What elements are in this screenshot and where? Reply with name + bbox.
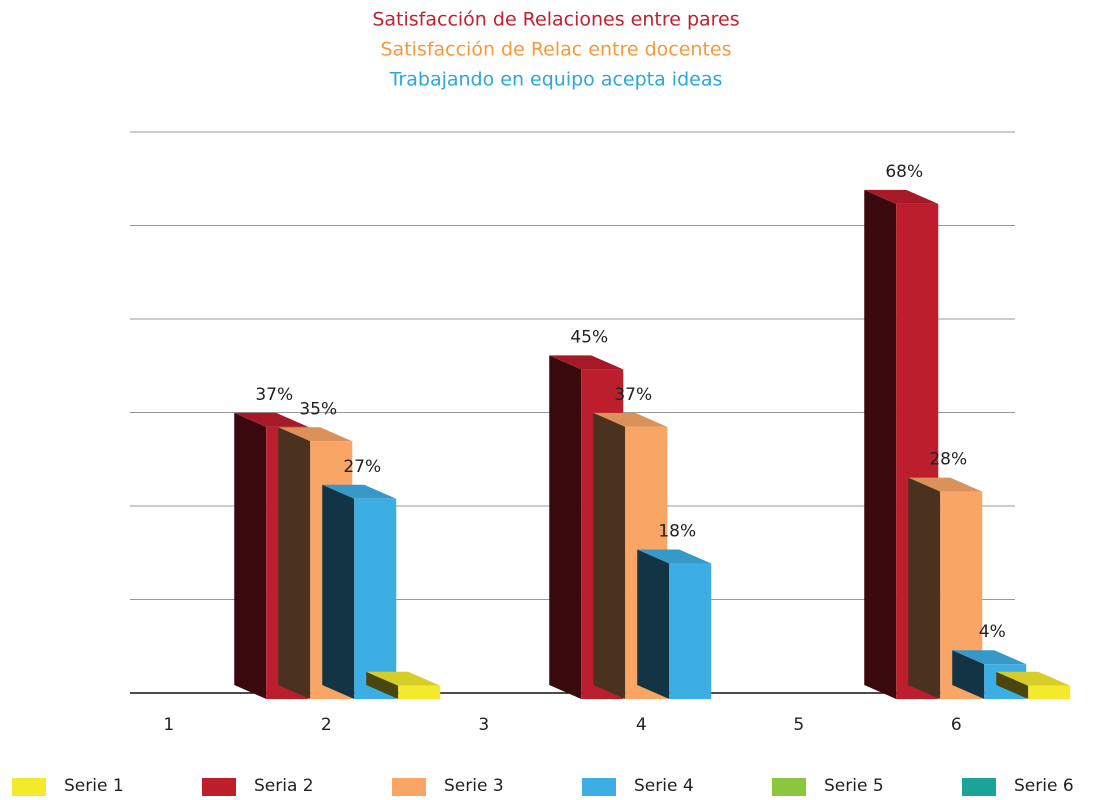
bar-top <box>864 189 939 204</box>
bar-side <box>952 650 985 699</box>
bar-side <box>549 355 582 699</box>
bar-top <box>593 412 668 427</box>
bar-top <box>549 355 624 370</box>
bar-top <box>637 549 712 564</box>
bar-side <box>637 549 670 699</box>
bar-side <box>908 477 941 699</box>
legend-label: Serie 5 <box>824 776 884 796</box>
x-tick-label: 5 <box>793 715 804 735</box>
legend-swatch <box>772 778 806 796</box>
data-label: 45% <box>570 327 608 347</box>
bar-side <box>278 427 311 699</box>
bar <box>398 685 441 699</box>
data-label: 4% <box>979 622 1006 642</box>
x-tick-label: 1 <box>163 715 174 735</box>
bar-top <box>278 427 353 442</box>
bar-top <box>996 671 1071 686</box>
bar-side <box>593 412 626 699</box>
bar-top <box>952 650 1027 665</box>
bar-side <box>996 671 1029 699</box>
x-tick-label: 3 <box>478 715 489 735</box>
x-tick-label: 6 <box>951 715 962 735</box>
bar-top <box>322 484 397 499</box>
legend-swatch <box>202 778 236 796</box>
bar-top <box>366 671 441 686</box>
legend-label: Serie 4 <box>634 776 694 796</box>
legend-label: Serie 1 <box>64 776 124 796</box>
legend-swatch <box>392 778 426 796</box>
legend-swatch <box>582 778 616 796</box>
bar <box>1028 685 1071 699</box>
legend-label: Seria 2 <box>254 776 314 796</box>
data-label: 68% <box>885 162 923 182</box>
legend-swatch <box>962 778 996 796</box>
chart-title: Satisfacción de Relaciones entre pares <box>372 9 739 31</box>
x-tick-label: 4 <box>636 715 647 735</box>
x-tick-label: 2 <box>321 715 332 735</box>
data-label: 35% <box>299 399 337 419</box>
bar-side <box>322 484 355 699</box>
data-label: 37% <box>255 385 293 405</box>
data-label: 27% <box>343 457 381 477</box>
legend-label: Serie 3 <box>444 776 504 796</box>
data-label: 28% <box>929 450 967 470</box>
data-label: 18% <box>658 522 696 542</box>
bar-side <box>234 412 267 699</box>
bar-top <box>908 477 983 492</box>
bar-top <box>234 412 309 427</box>
bar <box>669 563 712 699</box>
data-label: 37% <box>614 385 652 405</box>
legend-label: Serie 6 <box>1014 776 1074 796</box>
legend-swatch <box>12 778 46 796</box>
chart-title: Satisfacción de Relac entre docentes <box>381 39 732 61</box>
chart-title: Trabajando en equipo acepta ideas <box>389 69 723 91</box>
bar-side <box>864 189 897 699</box>
bar-side <box>366 671 399 699</box>
bar <box>354 498 397 699</box>
